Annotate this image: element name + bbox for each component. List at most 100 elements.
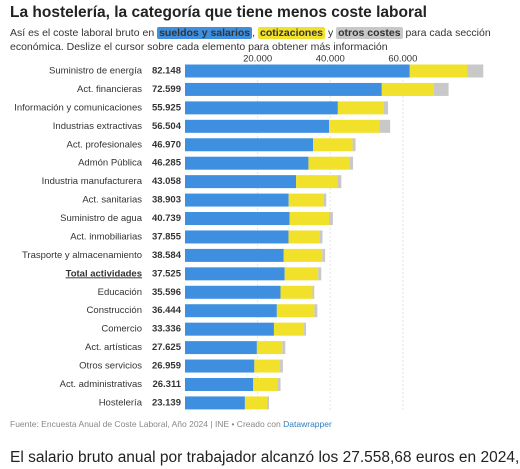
bar-segment xyxy=(185,138,314,152)
bar-segment xyxy=(185,230,289,244)
bar-segment xyxy=(313,138,353,152)
bar-segment xyxy=(304,322,307,336)
bar-segment xyxy=(329,212,333,226)
bar-segment xyxy=(312,285,315,299)
bar-segment xyxy=(383,101,389,115)
category-label: Trasporte y almacenamiento xyxy=(22,250,142,261)
bar-segment xyxy=(284,267,319,281)
bar-segment xyxy=(288,230,320,244)
total-label: 55.925 xyxy=(152,102,182,113)
bar-segment xyxy=(467,64,484,78)
bar-segment xyxy=(379,119,391,133)
category-label: Act. sanitarias xyxy=(82,195,142,206)
subtitle-text: para cada sección económica. Deslize el … xyxy=(10,27,491,53)
category-label: Construcción xyxy=(87,305,142,316)
total-label: 26.311 xyxy=(152,379,181,390)
bar-segment xyxy=(185,341,257,355)
bar-segment xyxy=(280,359,283,373)
bar-segment xyxy=(314,304,318,318)
bar-segment xyxy=(185,212,290,226)
total-label: 56.504 xyxy=(152,121,182,132)
source: Fuente: Encuesta Anual de Coste Laboral,… xyxy=(10,419,332,429)
total-label: 38.903 xyxy=(152,195,181,206)
bar-segment xyxy=(433,82,449,96)
bar-segment xyxy=(280,285,313,299)
total-label: 26.959 xyxy=(152,361,181,372)
bar-segment xyxy=(283,248,323,262)
chart: 20.000 40.000 60.000 Suministro de energía 8… xyxy=(14,54,484,412)
bar-segment xyxy=(329,119,380,133)
category-label: Act. artísticas xyxy=(85,342,142,353)
bar-segment xyxy=(185,396,245,410)
bar-segment xyxy=(337,175,342,189)
total-label: 33.336 xyxy=(152,324,181,335)
total-label: 27.625 xyxy=(152,342,182,353)
bar-segment xyxy=(319,230,323,244)
category-label: Total actividades xyxy=(66,268,142,279)
bar-segment xyxy=(308,156,351,170)
bar-segment xyxy=(289,212,330,226)
total-label: 35.596 xyxy=(152,287,181,298)
category-label: Act. inmobiliarias xyxy=(70,231,142,242)
source-text: Fuente: Encuesta Anual de Coste Laboral,… xyxy=(10,419,281,429)
bar-segment xyxy=(253,377,278,391)
bar-segment xyxy=(350,156,354,170)
bar-segment xyxy=(409,64,468,78)
subtitle-text: y xyxy=(327,27,334,39)
bar-segment xyxy=(337,101,384,115)
category-label: Información y comunicaciones xyxy=(14,102,142,113)
bar-segment xyxy=(185,119,330,133)
category-label: Industria manufacturera xyxy=(42,176,143,187)
bar-segment xyxy=(185,64,410,78)
bar-segment xyxy=(185,193,289,207)
bar-segment xyxy=(352,138,356,152)
bar-segment xyxy=(185,101,338,115)
x-tick-label: 60.000 xyxy=(388,54,417,65)
total-label: 46.285 xyxy=(152,158,182,169)
subtitle-text: Así es el coste laboral bruto en xyxy=(10,27,155,39)
bar-segment xyxy=(185,156,309,170)
legend-entry: otros costes xyxy=(336,27,403,39)
body-text: El salario bruto anual por trabajador al… xyxy=(10,449,520,466)
bar-segment xyxy=(185,304,277,318)
bar-segment xyxy=(322,248,326,262)
category-label: Industrias extractivas xyxy=(53,121,142,132)
category-label: Suministro de agua xyxy=(60,213,143,224)
source-link[interactable]: Datawrapper xyxy=(283,419,332,429)
category-label: Suministro de energía xyxy=(49,66,143,77)
bar-segment xyxy=(288,193,324,207)
total-label: 43.058 xyxy=(152,176,181,187)
total-label: 37.855 xyxy=(152,231,182,242)
total-label: 37.525 xyxy=(152,268,182,279)
subtitle-text: , xyxy=(252,27,256,39)
x-tick-label: 40.000 xyxy=(316,54,345,65)
subtitle: Así es el coste laboral bruto en sueldos… xyxy=(10,26,505,54)
category-label: Hostelería xyxy=(99,397,143,408)
category-label: Educación xyxy=(98,287,142,298)
category-label: Comercio xyxy=(101,324,142,335)
bar-segment xyxy=(254,359,281,373)
bar-segment xyxy=(296,175,338,189)
total-label: 38.584 xyxy=(152,250,182,261)
total-label: 36.444 xyxy=(152,305,182,316)
category-label: Act. financieras xyxy=(77,84,142,95)
bar-segment xyxy=(267,396,270,410)
bar-segment xyxy=(185,248,284,262)
bar-segment xyxy=(318,267,322,281)
total-label: 72.599 xyxy=(152,84,181,95)
bar-segment xyxy=(185,377,254,391)
bar-segment xyxy=(185,267,285,281)
total-label: 23.139 xyxy=(152,397,181,408)
legend-entry: sueldos y salarios xyxy=(157,27,253,39)
bar-segment xyxy=(273,322,305,336)
bar-segment xyxy=(256,341,283,355)
bar-segment xyxy=(277,377,281,391)
bar-segment xyxy=(276,304,315,318)
bar-segment xyxy=(185,359,255,373)
category-label: Act. profesionales xyxy=(66,139,142,150)
bar-segment xyxy=(185,285,281,299)
category-label: Act. administrativas xyxy=(60,379,143,390)
category-label: Otros servicios xyxy=(79,361,142,372)
x-tick-label: 20.000 xyxy=(243,54,272,65)
